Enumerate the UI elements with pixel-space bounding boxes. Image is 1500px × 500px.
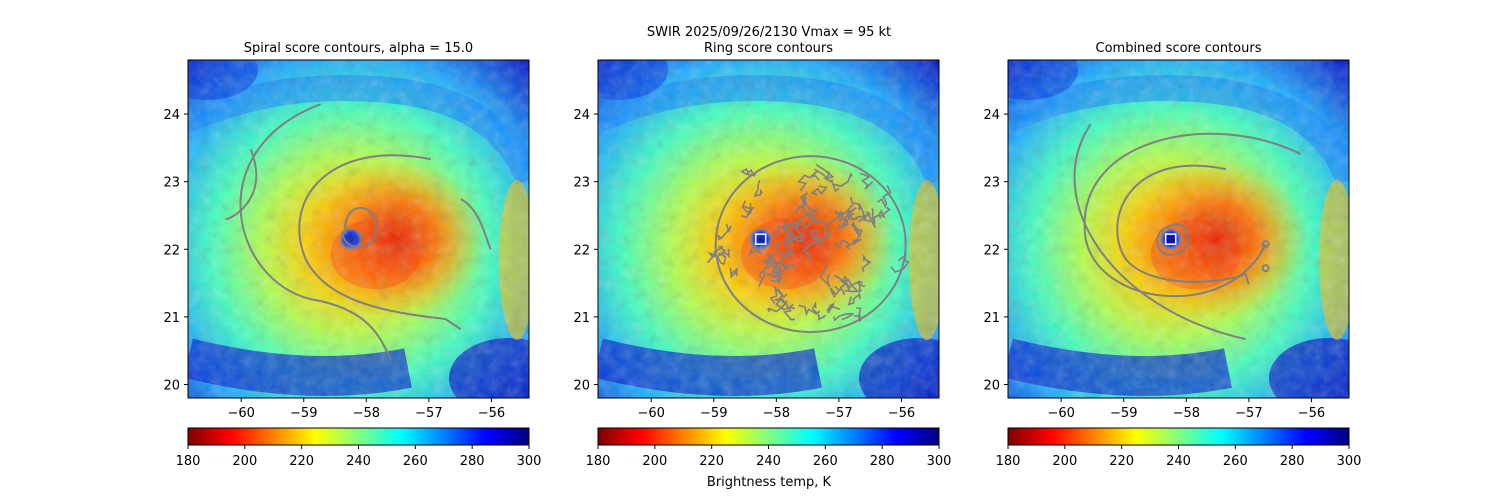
panel-title: Spiral score contours, alpha = 15.0 [244, 41, 473, 56]
y-tick-label: 24 [163, 108, 180, 123]
colorbar-tick-label: 180 [176, 454, 201, 469]
axes-frame [187, 59, 530, 399]
score-contours [1073, 123, 1302, 341]
figure-suptitle: SWIR 2025/09/26/2130 Vmax = 95 kt [647, 25, 891, 40]
x-tick-label: −56 [1298, 406, 1325, 421]
colorbar-tick-label: 240 [1166, 454, 1191, 469]
colorbar-tick-label: 200 [1052, 454, 1077, 469]
colorbar-tick-label: 260 [1223, 454, 1248, 469]
x-tick-label: −59 [290, 406, 317, 421]
y-tick-label: 24 [983, 108, 1000, 123]
ir-image [1008, 60, 1349, 398]
colorbar-gradient [187, 427, 530, 446]
y-tick-label: 24 [573, 108, 590, 123]
x-tick-label: −60 [1047, 406, 1074, 421]
colorbar-tick-label: 280 [460, 454, 485, 469]
axes-frame [1007, 59, 1350, 399]
y-tick-label: 23 [983, 176, 1000, 191]
panel-3: Combined score contours −60 −59 −58 −57 −56 20… [983, 41, 1350, 421]
y-tick-label: 23 [573, 176, 590, 191]
x-tick-label: −57 [1235, 406, 1262, 421]
x-tick-label: −60 [637, 406, 664, 421]
x-tick-label: −57 [825, 406, 852, 421]
x-tick-label: −57 [415, 406, 442, 421]
colorbar-tick-label: 280 [870, 454, 895, 469]
score-contours [706, 155, 910, 334]
colorbar-tick-label: 180 [586, 454, 611, 469]
colorbar-tick-label: 260 [403, 454, 428, 469]
colorbar-tick-label: 300 [1337, 454, 1362, 469]
x-tick-label: −60 [227, 406, 254, 421]
y-tick-label: 20 [983, 378, 1000, 393]
colorbar-tick-label: 220 [289, 454, 314, 469]
colorbar-tick-label: 300 [517, 454, 542, 469]
y-tick-label: 22 [163, 243, 180, 258]
score-contours [225, 103, 492, 360]
colorbar-label: Brightness temp, K [707, 475, 832, 490]
y-tick-label: 22 [983, 243, 1000, 258]
y-tick-label: 21 [163, 311, 180, 326]
colorbar-tick-label: 260 [813, 454, 838, 469]
y-tick-label: 21 [573, 311, 590, 326]
y-tick-label: 22 [573, 243, 590, 258]
ir-image [598, 60, 939, 398]
colorbar-tick-label: 220 [1109, 454, 1134, 469]
colorbar-tick-label: 220 [699, 454, 724, 469]
x-tick-label: −58 [763, 406, 790, 421]
colorbar-gradient [1007, 427, 1350, 446]
colorbar-gradient [597, 427, 940, 446]
colorbar-1: 180 200 220 240 260 280 300 [176, 427, 542, 469]
axes-frame [597, 59, 940, 399]
x-tick-label: −58 [353, 406, 380, 421]
colorbar-tick-label: 200 [232, 454, 257, 469]
colorbar-tick-label: 300 [927, 454, 952, 469]
colorbar-tick-label: 240 [756, 454, 781, 469]
panel-title: Combined score contours [1096, 41, 1262, 56]
panel-1: Spiral score contours, alpha = 15.0 −60 −5… [163, 41, 530, 421]
colorbar-2: 180 200 220 240 260 280 300 [586, 427, 952, 469]
center-marker [1164, 233, 1177, 245]
x-tick-label: −56 [888, 406, 915, 421]
y-tick-label: 20 [163, 378, 180, 393]
ir-image [188, 60, 529, 398]
colorbar-3: 180 200 220 240 260 280 300 [996, 427, 1362, 469]
x-tick-label: −58 [1173, 406, 1200, 421]
colorbar-tick-label: 200 [642, 454, 667, 469]
colorbar-tick-label: 240 [346, 454, 371, 469]
panel-2: Ring score contours −60 −59 −58 −57 −56 20 21 22… [573, 41, 940, 421]
y-tick-label: 20 [573, 378, 590, 393]
y-tick-label: 21 [983, 311, 1000, 326]
y-tick-label: 23 [163, 176, 180, 191]
center-marker [754, 233, 767, 245]
panel-title: Ring score contours [704, 41, 833, 56]
x-tick-label: −59 [700, 406, 727, 421]
colorbar-tick-label: 280 [1280, 454, 1305, 469]
colorbar-tick-label: 180 [996, 454, 1021, 469]
x-tick-label: −59 [1110, 406, 1137, 421]
x-tick-label: −56 [478, 406, 505, 421]
